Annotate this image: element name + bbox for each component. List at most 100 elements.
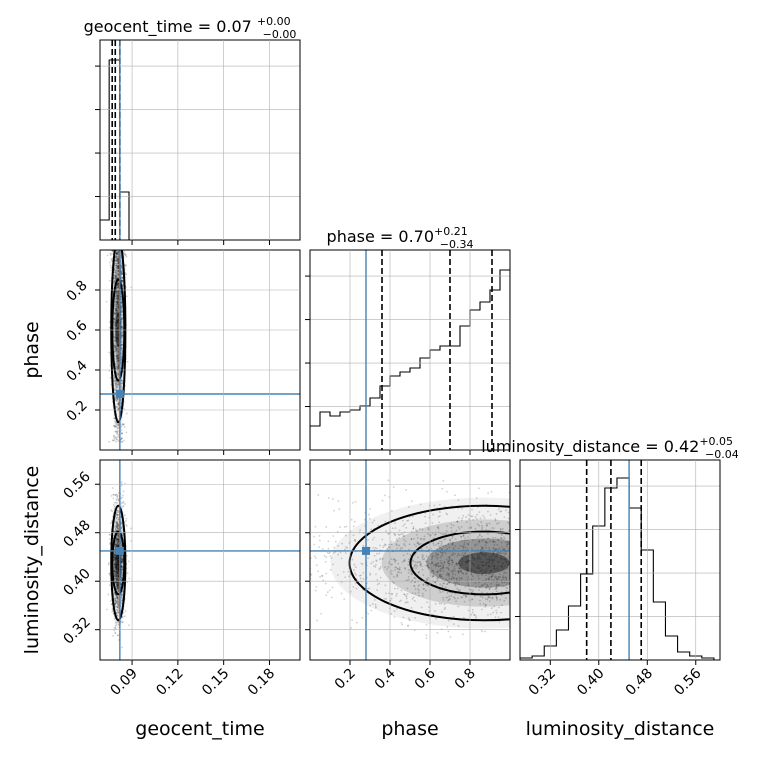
scatter-point [479,558,482,561]
scatter-point [492,540,495,542]
scatter-point [120,310,122,313]
scatter-point [113,558,116,561]
tick-label-x-phase: 0.8 [452,666,479,693]
scatter-point [116,265,119,268]
scatter-point [475,615,477,617]
scatter-point [112,635,114,637]
scatter-point [373,536,376,539]
scatter-point [506,541,509,544]
scatter-point [435,617,438,620]
scatter-point [361,616,364,619]
scatter-point [388,562,391,565]
scatter-point [117,296,120,299]
scatter-point [117,581,120,584]
scatter-point [472,539,474,542]
scatter-point [480,545,483,548]
scatter-point [382,546,384,549]
scatter-point [482,539,485,541]
scatter-point [115,574,117,576]
scatter-point [316,619,319,622]
scatter-point [339,551,342,554]
scatter-point [394,522,397,525]
scatter-point [353,569,355,571]
scatter-point [114,577,117,580]
scatter-point [500,565,503,568]
scatter-point [448,546,451,549]
scatter-point [124,253,127,256]
scatter-point [116,330,119,333]
scatter-point [493,541,496,543]
scatter-point [115,291,118,293]
scatter-point [116,605,119,608]
scatter-point [115,310,118,313]
scatter-point [116,515,119,518]
scatter-point [466,579,469,581]
scatter-point [426,564,429,567]
scatter-point [114,543,117,546]
scatter-point [468,555,471,558]
scatter-point [121,432,123,435]
panel-2d-geocent-time-luminosity-distance [99,459,301,661]
scatter-point [114,565,117,568]
scatter-point [372,603,374,605]
scatter-point [116,261,119,264]
scatter-point [115,332,118,335]
scatter-point [115,563,118,566]
scatter-point [113,344,116,347]
scatter-point [115,556,118,559]
hist-luminosity-distance [520,460,720,660]
scatter-point [116,556,119,559]
scatter-point [402,535,405,538]
scatter-point [333,546,336,549]
scatter-point [457,625,460,627]
scatter-point [120,555,123,558]
scatter-point [116,538,119,541]
scatter-point [441,551,444,554]
scatter-point [411,579,414,582]
scatter-point [123,250,126,253]
scatter-point [451,561,454,564]
scatter-point [116,596,119,599]
scatter-point [492,573,495,576]
scatter-point [451,535,454,538]
scatter-point [121,277,124,280]
scatter-point [114,566,117,569]
scatter-point [387,479,390,482]
scatter-point [120,527,123,529]
scatter-point [122,494,124,497]
scatter-point [434,555,437,558]
scatter-point [502,585,504,588]
scatter-point [120,318,122,321]
scatter-point [488,560,491,563]
scatter-point [121,533,124,536]
scatter-point [114,323,117,326]
scatter-point [116,276,118,279]
scatter-point [430,562,433,564]
scatter-point [116,556,119,559]
scatter-point [495,581,498,584]
scatter-point [481,547,484,550]
scatter-point [126,360,129,363]
scatter-point [500,556,502,559]
scatter-point [117,572,120,575]
scatter-point [425,555,428,558]
scatter-point [116,564,119,567]
scatter-point [476,543,479,545]
scatter-point [115,562,118,565]
scatter-point [115,543,118,546]
scatter-point [499,565,502,568]
scatter-point [116,308,118,311]
scatter-point [343,526,346,528]
scatter-point [115,385,118,387]
scatter-point [437,561,440,564]
scatter-point [115,316,118,319]
scatter-point [120,569,123,571]
scatter-point [120,481,123,483]
scatter-point [117,596,120,599]
scatter-point [117,367,120,370]
scatter-point [354,539,356,542]
scatter-point [358,574,361,577]
scatter-point [116,514,118,516]
scatter-point [114,346,117,349]
scatter-point [117,527,120,530]
